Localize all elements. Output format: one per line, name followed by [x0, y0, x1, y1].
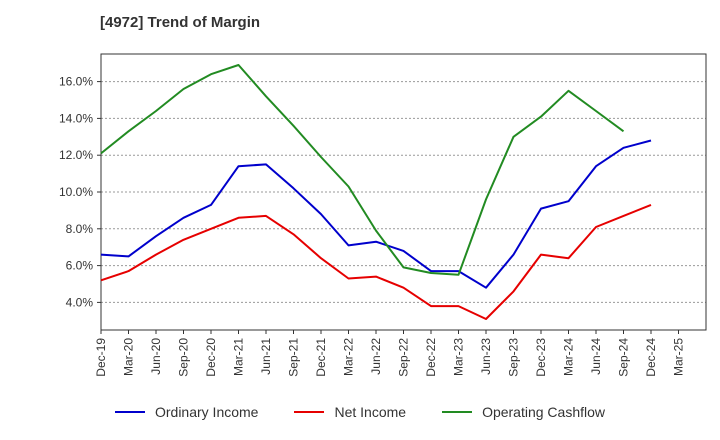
legend-item-net-income: Net Income [294, 404, 406, 420]
legend-label-ordinary-income: Ordinary Income [154, 404, 259, 420]
x-tick-label: Mar-22 [342, 338, 356, 376]
x-tick-label: Mar-21 [232, 338, 246, 376]
x-tick-label: Dec-21 [314, 338, 328, 377]
legend-label-operating-cashflow: Operating Cashflow [482, 404, 606, 420]
x-tick-label: Jun-23 [479, 338, 493, 375]
x-tick-label: Sep-20 [177, 338, 191, 377]
chart-title: [4972] Trend of Margin [100, 14, 261, 31]
y-tick-label: 8.0% [66, 222, 94, 236]
grid-lines [101, 81, 706, 303]
y-tick-label: 10.0% [59, 185, 93, 199]
x-tick-label: Dec-24 [644, 338, 658, 377]
legend-item-operating-cashflow: Operating Cashflow [442, 404, 605, 420]
x-tick-label: Mar-23 [452, 338, 466, 376]
x-tick-label: Sep-21 [287, 338, 301, 377]
series-line-net-income [100, 203, 652, 320]
x-tick-label: Jun-22 [369, 338, 383, 375]
x-tick-label: Dec-19 [94, 338, 108, 377]
legend-swatch-operating-cashflow [442, 411, 473, 413]
y-tick-label: 4.0% [66, 295, 94, 309]
legend-swatch-net-income [294, 411, 325, 413]
x-tick-label: Jun-21 [259, 338, 273, 375]
x-tick-label: Sep-23 [507, 338, 521, 377]
legend-item-ordinary-income: Ordinary Income [114, 404, 259, 420]
x-tick-label: Mar-25 [672, 338, 686, 376]
x-tick-label: Mar-24 [562, 338, 576, 376]
x-tick-label: Dec-22 [424, 338, 438, 377]
y-tick-label: 6.0% [66, 259, 94, 273]
margin-line-chart: 4.0% 6.0% 8.0% 10.0% 12.0% 14.0% 16.0% Dec-19 M… [59, 53, 707, 377]
series-line-operating-cashflow [100, 64, 625, 276]
x-tick-label: Mar-20 [122, 338, 136, 376]
x-tick-label: Jun-24 [589, 338, 603, 375]
x-tick-label: Dec-23 [534, 338, 548, 377]
x-tick-label: Sep-22 [397, 338, 411, 377]
y-tick-label: 16.0% [59, 75, 93, 89]
legend-swatch-ordinary-income [114, 411, 145, 413]
x-tick-label: Jun-20 [149, 338, 163, 375]
y-tick-label: 14.0% [59, 111, 93, 125]
x-axis-ticks: Dec-19 Mar-20 Jun-20 Sep-20 Dec-20 Mar-21 Jun-… [94, 330, 686, 377]
legend: Ordinary Income Net Income Operating Cas… [0, 404, 720, 420]
y-tick-label: 12.0% [59, 148, 93, 162]
series-line-ordinary-income [100, 139, 652, 289]
x-tick-label: Dec-20 [204, 338, 218, 377]
series-lines [100, 64, 652, 320]
x-tick-label: Sep-24 [617, 338, 631, 377]
y-axis-ticks: 4.0% 6.0% 8.0% 10.0% 12.0% 14.0% 16.0% [59, 75, 101, 309]
legend-label-net-income: Net Income [334, 404, 407, 420]
